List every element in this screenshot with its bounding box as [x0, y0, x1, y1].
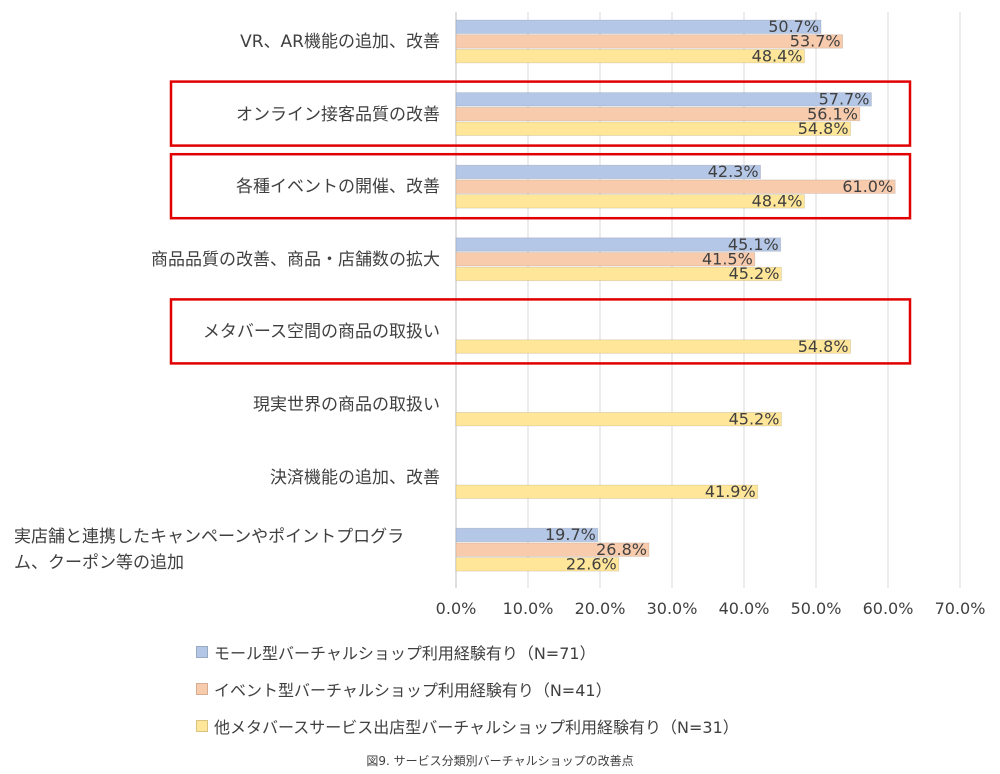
- bar-metaverse: [455, 266, 782, 282]
- bar-event: [455, 34, 844, 49]
- data-label: 56.1%: [807, 104, 858, 123]
- category-label: 現実世界の商品の取扱い: [253, 395, 440, 415]
- legend-swatch-event: [196, 683, 208, 695]
- data-label: 53.7%: [790, 32, 841, 51]
- bar-metaverse: [455, 484, 759, 499]
- bar-mall: [455, 164, 761, 180]
- category-label: メタバース空間の商品の取扱い: [202, 322, 440, 343]
- category-label: 実店舗と連携したキャンペーンやポイントプログラ ム、クーポン等の追加: [0, 524, 444, 576]
- legend-item-mall: モール型バーチャルショップ利用経験有り（N=71）: [196, 640, 596, 664]
- data-label: 54.8%: [798, 337, 849, 356]
- bar-metaverse: [455, 194, 805, 209]
- x-tick-label: 50.0%: [791, 599, 842, 618]
- bar-event: [455, 252, 756, 267]
- category-label-line: 実店舗と連携したキャンペーンやポイントプログラ: [14, 527, 405, 548]
- bar-mall: [455, 527, 599, 543]
- category-label: VR、AR機能の追加、改善: [240, 32, 440, 52]
- bar-mall: [455, 19, 822, 34]
- data-label: 50.7%: [768, 17, 819, 36]
- data-label: 42.3%: [708, 162, 759, 181]
- bar-mall: [455, 237, 782, 252]
- x-tick-label: 0.0%: [436, 599, 477, 618]
- bar-event: [455, 542, 650, 557]
- legend-item-metaverse: 他メタバースサービス出店型バーチャルショップ利用経験有り（N=31）: [196, 714, 739, 738]
- legend-label-metaverse: 他メタバースサービス出店型バーチャルショップ利用経験有り（N=31）: [214, 718, 739, 737]
- data-label: 19.7%: [545, 525, 596, 544]
- bar-metaverse: [455, 121, 851, 136]
- category-label: 各種イベントの開催、改善: [236, 177, 440, 198]
- data-label: 48.4%: [752, 46, 803, 65]
- category-label: 決済機能の追加、改善: [270, 467, 440, 488]
- bar-metaverse: [455, 557, 620, 572]
- data-label: 41.5%: [702, 250, 753, 269]
- data-label: 48.4%: [752, 192, 803, 211]
- bar-event: [455, 106, 861, 122]
- legend-swatch-mall: [196, 646, 208, 658]
- x-tick-label: 20.0%: [575, 599, 626, 618]
- bar-mall: [455, 92, 872, 107]
- category-label: オンライン接客品質の改善: [236, 104, 440, 125]
- legend-label-mall: モール型バーチャルショップ利用経験有り（N=71）: [214, 644, 596, 663]
- category-label: 商品品質の改善、商品・店舗数の拡大: [151, 249, 440, 270]
- data-label: 57.7%: [819, 90, 870, 109]
- x-tick-label: 30.0%: [647, 599, 698, 618]
- x-tick-label: 60.0%: [863, 599, 914, 618]
- category-label-line: ム、クーポン等の追加: [14, 553, 184, 574]
- legend-label-event: イベント型バーチャルショップ利用経験有り（N=41）: [214, 681, 612, 700]
- figure-caption: 図9. サービス分類別バーチャルショップの改善点: [366, 754, 634, 768]
- data-label: 45.1%: [728, 235, 779, 254]
- highlight-box: [169, 298, 912, 365]
- bar-event: [455, 179, 896, 194]
- data-label: 41.9%: [705, 482, 756, 501]
- data-label: 45.2%: [729, 409, 780, 428]
- data-label: 61.0%: [842, 177, 893, 196]
- highlight-box: [169, 152, 912, 220]
- data-label: 26.8%: [596, 540, 647, 559]
- data-label: 45.2%: [729, 264, 780, 283]
- data-label: 22.6%: [566, 555, 617, 574]
- x-tick-label: 10.0%: [503, 599, 554, 618]
- data-label: 54.8%: [798, 119, 849, 138]
- legend-item-event: イベント型バーチャルショップ利用経験有り（N=41）: [196, 677, 612, 701]
- x-tick-label: 40.0%: [719, 599, 770, 618]
- bar-metaverse: [455, 49, 805, 64]
- x-tick-label: 70.0%: [935, 599, 986, 618]
- highlight-box: [169, 80, 912, 147]
- legend-swatch-metaverse: [196, 720, 208, 732]
- bar-metaverse: [455, 411, 782, 427]
- bar-metaverse: [455, 339, 851, 354]
